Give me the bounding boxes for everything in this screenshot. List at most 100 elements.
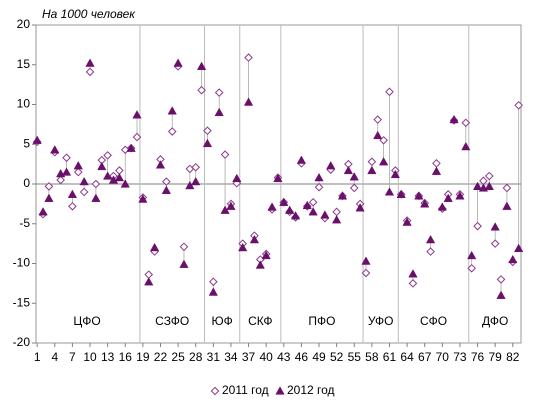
x-tick-label: 19 (136, 350, 150, 364)
point (467, 263, 476, 273)
point (467, 250, 477, 260)
point (349, 183, 359, 193)
x-tick-label: 43 (277, 350, 291, 364)
x-tick-label: 10 (83, 350, 97, 364)
point (502, 201, 512, 210)
point (308, 197, 318, 207)
y-tick-label: -10 (13, 256, 31, 270)
group-label: ПФО (308, 314, 335, 328)
point (314, 172, 324, 182)
x-tick-label: 82 (506, 350, 520, 364)
point (472, 181, 483, 190)
point (97, 161, 107, 171)
point (73, 167, 83, 177)
point (490, 222, 500, 231)
point (285, 205, 295, 214)
point (85, 58, 95, 67)
point (202, 138, 213, 148)
point (44, 182, 54, 191)
point (126, 143, 136, 152)
x-tick-label: 25 (171, 350, 185, 364)
point (103, 151, 112, 160)
point (68, 201, 77, 211)
x-tick-label: 28 (189, 350, 203, 364)
y-tick-label: 15 (17, 57, 31, 71)
group-label: ДФО (482, 314, 508, 328)
x-tick-label: 37 (242, 350, 256, 364)
point (455, 191, 465, 200)
x-tick-label: 16 (119, 350, 133, 364)
point (302, 200, 312, 210)
point (132, 132, 142, 142)
x-tick-label: 4 (51, 350, 58, 364)
point (514, 243, 524, 253)
x-tick-label: 55 (348, 350, 362, 364)
point (179, 259, 189, 268)
point (132, 110, 142, 119)
y-tick-label: -20 (13, 335, 31, 349)
point (473, 221, 482, 231)
point (73, 161, 83, 170)
legend-label: 2012 год (287, 383, 335, 397)
point (461, 141, 471, 151)
x-tick-label: 31 (207, 350, 221, 364)
y-tick-label: 0 (23, 176, 30, 190)
point (367, 157, 377, 167)
point (385, 87, 394, 97)
point (496, 290, 506, 299)
point (484, 171, 494, 181)
point (296, 155, 307, 164)
point (56, 175, 65, 185)
point (167, 106, 177, 115)
y-tick-label: 20 (17, 17, 31, 31)
point (267, 202, 277, 211)
point (62, 153, 71, 163)
point (79, 187, 89, 197)
x-tick-label: 22 (154, 350, 168, 364)
group-label: СЗФО (155, 314, 189, 328)
x-tick-label: 58 (365, 350, 379, 364)
point (514, 100, 523, 110)
legend-label: 2011 год (222, 383, 269, 397)
point (361, 268, 371, 278)
point (261, 250, 271, 260)
point (249, 234, 260, 244)
point (191, 176, 201, 186)
point (373, 130, 383, 140)
point (279, 197, 289, 206)
point (220, 150, 230, 159)
point (490, 239, 500, 248)
point (349, 172, 359, 181)
point (238, 242, 248, 252)
point (232, 173, 242, 183)
point (138, 194, 148, 203)
point (408, 279, 418, 288)
point (161, 185, 171, 194)
point (91, 193, 101, 202)
point (120, 179, 130, 188)
x-tick-label: 61 (383, 350, 397, 364)
point (320, 210, 330, 219)
point (326, 161, 336, 170)
point (244, 53, 253, 62)
point (461, 118, 471, 128)
x-tick-label: 79 (488, 350, 502, 364)
point (508, 254, 518, 264)
point (408, 269, 418, 278)
point (191, 162, 201, 172)
point (209, 277, 218, 287)
point (396, 189, 406, 198)
group-label: УФО (368, 314, 394, 328)
x-tick-label: 46 (295, 350, 309, 364)
legend-marker (210, 386, 220, 396)
point (337, 191, 348, 200)
x-tick-label: 7 (69, 350, 76, 364)
group-label: СФО (420, 314, 447, 328)
x-tick-label: 73 (453, 350, 467, 364)
x-tick-label: 49 (312, 350, 326, 364)
point (173, 58, 183, 67)
point (214, 107, 224, 117)
point (79, 176, 89, 186)
